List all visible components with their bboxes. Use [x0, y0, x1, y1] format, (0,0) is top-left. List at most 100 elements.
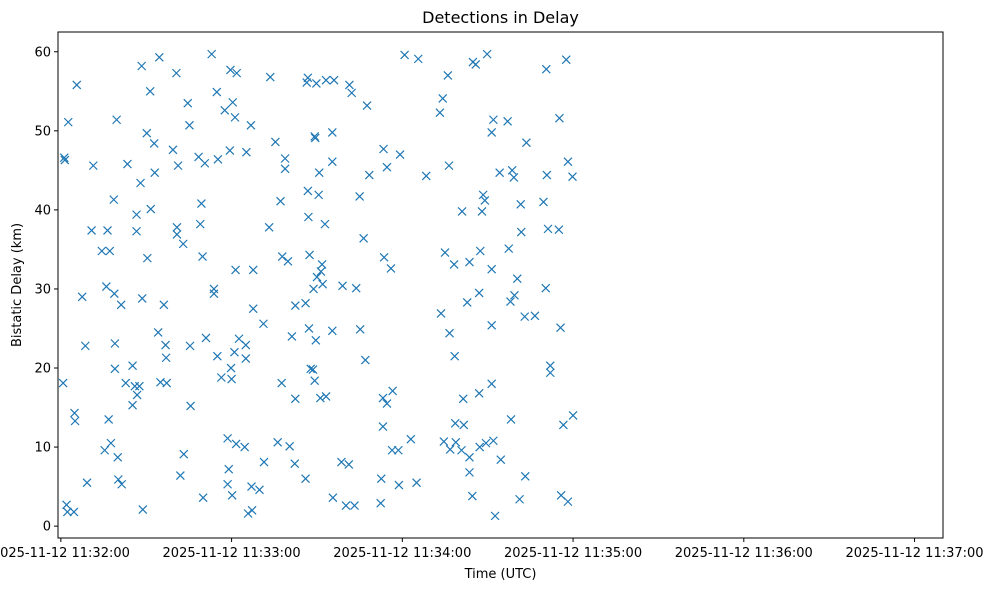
x-tick-label: 2025-11-12 11:32:00 — [0, 546, 130, 561]
data-point — [121, 378, 131, 388]
chart-title: Detections in Delay — [422, 8, 579, 27]
data-point — [467, 491, 477, 501]
data-point — [386, 263, 396, 273]
data-point — [435, 108, 445, 118]
data-point — [438, 93, 448, 103]
data-point — [539, 197, 548, 207]
data-point — [175, 471, 185, 480]
x-tick-label: 2025-11-12 11:33:00 — [163, 546, 301, 561]
data-point — [465, 467, 474, 477]
data-point — [516, 199, 526, 209]
data-point — [327, 157, 337, 167]
data-point — [506, 414, 516, 424]
data-point — [488, 115, 498, 125]
data-point — [110, 339, 120, 348]
data-point — [337, 457, 346, 467]
data-point — [451, 437, 461, 447]
data-point — [530, 311, 540, 321]
data-point — [482, 49, 492, 59]
plot-frame — [57, 31, 944, 539]
data-point — [248, 304, 258, 314]
data-point — [394, 480, 404, 490]
data-point — [379, 144, 388, 154]
data-point — [247, 482, 256, 492]
data-point — [445, 445, 455, 454]
data-point — [478, 190, 488, 200]
data-point — [63, 117, 73, 127]
data-point — [364, 170, 374, 180]
data-point — [227, 490, 237, 500]
data-point — [196, 199, 206, 208]
data-point — [149, 139, 159, 148]
data-point — [542, 170, 552, 180]
data-point — [110, 364, 120, 374]
data-point — [359, 233, 369, 243]
data-point — [475, 246, 485, 256]
data-point — [376, 474, 386, 484]
data-point — [171, 68, 181, 78]
data-point — [316, 267, 326, 276]
data-point — [309, 284, 318, 294]
data-point — [159, 300, 169, 310]
data-point — [477, 207, 487, 216]
data-point — [173, 161, 183, 171]
data-point — [231, 439, 241, 449]
data-point — [227, 374, 237, 384]
data-point — [77, 292, 87, 302]
data-point — [457, 445, 466, 455]
x-tick-label: 2025-11-12 11:35:00 — [504, 546, 642, 561]
data-point — [109, 195, 119, 205]
data-point — [185, 120, 194, 130]
data-point — [388, 386, 398, 396]
data-point — [70, 416, 80, 426]
data-point — [137, 294, 147, 303]
data-point — [265, 72, 275, 82]
data-point — [230, 112, 240, 122]
data-point — [487, 379, 497, 389]
data-point — [487, 320, 497, 330]
data-point — [226, 65, 235, 75]
data-point — [355, 192, 365, 201]
data-point — [109, 289, 119, 299]
data-point — [62, 500, 71, 510]
data-point — [60, 155, 70, 165]
data-point — [406, 434, 416, 444]
y-axis-ticks: 0 10 20 30 40 50 60 — [34, 45, 58, 535]
data-point — [87, 226, 97, 235]
data-point — [490, 511, 500, 521]
data-point — [421, 171, 431, 181]
x-axis-label: Time (UTC) — [464, 567, 537, 582]
data-point — [465, 257, 474, 267]
data-point — [459, 420, 469, 430]
data-point — [241, 354, 251, 363]
data-point — [480, 195, 490, 205]
data-point — [303, 212, 313, 222]
data-point — [137, 61, 147, 71]
data-point — [311, 78, 321, 88]
data-point — [280, 154, 290, 163]
data-point — [382, 162, 392, 172]
data-point — [113, 452, 123, 462]
data-point — [201, 333, 211, 343]
data-point — [168, 145, 178, 155]
data-point — [200, 158, 210, 168]
data-point — [347, 88, 357, 98]
data-point — [154, 52, 164, 62]
data-point — [310, 133, 320, 143]
data-point — [304, 324, 314, 333]
data-point — [475, 442, 485, 452]
data-point — [183, 98, 193, 108]
points-layer — [58, 49, 578, 521]
data-point — [362, 101, 372, 110]
data-point — [311, 335, 321, 345]
data-point — [382, 399, 392, 409]
data-point — [80, 341, 90, 351]
data-point — [465, 452, 474, 462]
data-point — [355, 324, 365, 334]
data-point — [495, 168, 505, 178]
x-tick-label: 2025-11-12 11:37:00 — [846, 546, 984, 561]
data-point — [212, 87, 222, 97]
x-axis-ticks: 2025-11-12 11:32:00 2025-11-12 11:33:00 20… — [0, 538, 984, 561]
